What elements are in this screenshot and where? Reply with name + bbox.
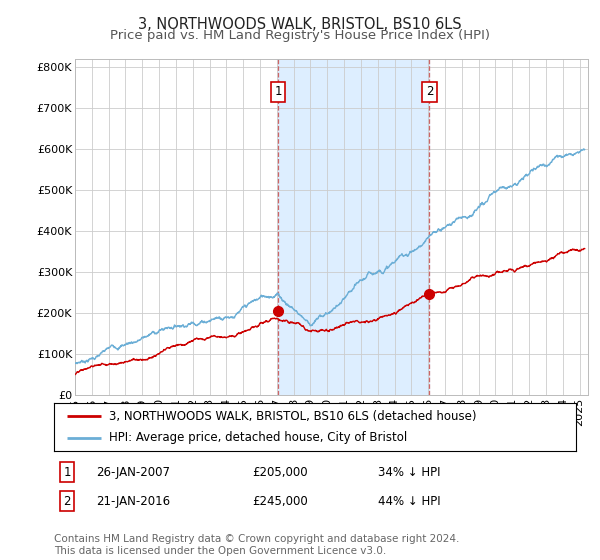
Text: HPI: Average price, detached house, City of Bristol: HPI: Average price, detached house, City… — [109, 431, 407, 445]
Text: 3, NORTHWOODS WALK, BRISTOL, BS10 6LS: 3, NORTHWOODS WALK, BRISTOL, BS10 6LS — [138, 17, 462, 32]
Text: 44% ↓ HPI: 44% ↓ HPI — [377, 494, 440, 507]
Text: 2: 2 — [64, 494, 71, 507]
Text: £205,000: £205,000 — [253, 465, 308, 479]
Text: 2: 2 — [425, 85, 433, 98]
Text: 3, NORTHWOODS WALK, BRISTOL, BS10 6LS (detached house): 3, NORTHWOODS WALK, BRISTOL, BS10 6LS (d… — [109, 409, 476, 423]
Text: Contains HM Land Registry data © Crown copyright and database right 2024.
This d: Contains HM Land Registry data © Crown c… — [54, 534, 460, 556]
Bar — [278, 59, 430, 395]
Text: 26-JAN-2007: 26-JAN-2007 — [96, 465, 170, 479]
Text: 34% ↓ HPI: 34% ↓ HPI — [377, 465, 440, 479]
Text: Price paid vs. HM Land Registry's House Price Index (HPI): Price paid vs. HM Land Registry's House … — [110, 29, 490, 42]
Text: £245,000: £245,000 — [253, 494, 308, 507]
Text: 21-JAN-2016: 21-JAN-2016 — [96, 494, 170, 507]
Text: 1: 1 — [64, 465, 71, 479]
Text: 1: 1 — [274, 85, 282, 98]
